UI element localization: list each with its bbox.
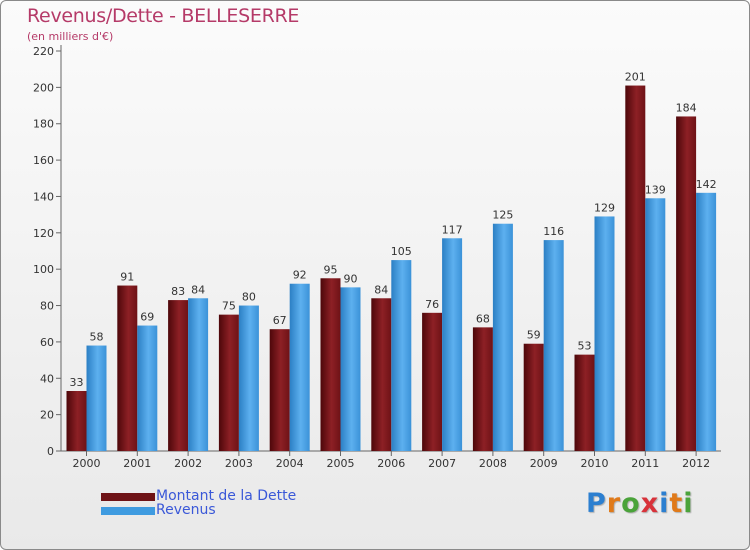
data-label-dette-2011: 201 <box>625 71 646 84</box>
data-label-dette-2009: 59 <box>527 329 541 342</box>
chart-subtitle: (en milliers d'€) <box>27 30 114 43</box>
data-label-revenus-2005: 90 <box>344 272 358 285</box>
x-tick-label: 2012 <box>682 457 710 470</box>
legend-label-debt: Montant de la Dette <box>156 488 297 504</box>
bar-dette-2007 <box>422 312 443 451</box>
y-tick-label: 100 <box>33 263 54 276</box>
x-tick-label: 2010 <box>581 457 609 470</box>
bar-revenus-2012 <box>696 192 717 451</box>
x-tick-label: 2007 <box>428 457 456 470</box>
x-tick-label: 2011 <box>631 457 659 470</box>
bar-dette-2012 <box>676 116 697 452</box>
y-tick-label: 200 <box>33 81 54 94</box>
bar-dette-2006 <box>371 298 392 451</box>
data-label-dette-2003: 75 <box>222 300 236 313</box>
y-tick-label: 180 <box>33 118 54 131</box>
x-tick-label: 2000 <box>73 457 101 470</box>
y-tick-label: 140 <box>33 190 54 203</box>
bar-revenus-2008 <box>492 223 513 451</box>
data-label-dette-2012: 184 <box>676 101 697 114</box>
bar-revenus-2006 <box>391 260 412 451</box>
data-label-revenus-2008: 125 <box>492 209 513 222</box>
data-label-dette-2000: 33 <box>70 376 84 389</box>
chart-title: Revenus/Dette - BELLESERRE <box>27 5 300 27</box>
bar-dette-2010 <box>574 354 595 451</box>
y-tick-label: 60 <box>40 336 54 349</box>
logo-letter: x <box>640 488 660 519</box>
data-label-dette-2007: 76 <box>425 298 439 311</box>
legend-swatch-debt <box>101 493 155 501</box>
bar-dette-2004 <box>269 329 290 451</box>
logo-letter: r <box>606 488 622 519</box>
y-tick-label: 120 <box>33 227 54 240</box>
bar-dette-2000 <box>66 391 87 451</box>
bar-dette-2005 <box>320 278 341 451</box>
bar-dette-2002 <box>168 300 189 451</box>
x-tick-label: 2005 <box>327 457 355 470</box>
bar-dette-2009 <box>523 343 544 451</box>
bar-dette-2001 <box>117 285 138 451</box>
bar-dette-2008 <box>472 327 493 451</box>
bar-revenus-2007 <box>442 238 463 451</box>
y-tick-label: 20 <box>40 409 54 422</box>
data-label-revenus-2007: 117 <box>442 223 463 236</box>
x-tick-label: 2003 <box>225 457 253 470</box>
bar-dette-2003 <box>218 314 239 451</box>
data-label-revenus-2000: 58 <box>90 331 104 344</box>
data-label-dette-2001: 91 <box>120 271 134 284</box>
data-label-revenus-2004: 92 <box>293 269 307 282</box>
logo-letter: o <box>621 488 641 519</box>
data-label-dette-2004: 67 <box>273 314 287 327</box>
y-tick-label: 40 <box>40 372 54 385</box>
data-label-dette-2002: 83 <box>171 285 185 298</box>
data-label-revenus-2002: 84 <box>191 283 205 296</box>
bar-revenus-2003 <box>238 305 259 451</box>
proxiti-logo: Proxiti <box>586 488 694 519</box>
x-tick-label: 2009 <box>530 457 558 470</box>
legend-label-revenus: Revenus <box>156 502 216 518</box>
data-label-revenus-2001: 69 <box>140 311 154 324</box>
y-tick-label: 0 <box>47 445 54 458</box>
logo-letter: i <box>659 488 670 519</box>
bar-revenus-2005 <box>340 287 361 451</box>
bar-revenus-2001 <box>137 325 158 451</box>
data-label-dette-2010: 53 <box>578 340 592 353</box>
bar-revenus-2010 <box>594 216 615 451</box>
data-label-revenus-2011: 139 <box>645 183 666 196</box>
bar-revenus-2009 <box>543 240 564 451</box>
data-label-dette-2006: 84 <box>374 283 388 296</box>
data-label-revenus-2003: 80 <box>242 291 256 304</box>
bar-revenus-2000 <box>86 345 107 451</box>
logo-letter: t <box>669 488 684 519</box>
data-label-revenus-2010: 129 <box>594 201 615 214</box>
bar-revenus-2004 <box>289 283 310 451</box>
data-label-dette-2005: 95 <box>324 263 338 276</box>
logo-letter: P <box>586 488 607 519</box>
bar-revenus-2002 <box>188 298 209 451</box>
bar-revenus-2011 <box>645 198 666 451</box>
data-label-revenus-2006: 105 <box>391 245 412 258</box>
x-tick-label: 2002 <box>174 457 202 470</box>
x-tick-label: 2008 <box>479 457 507 470</box>
data-label-dette-2008: 68 <box>476 312 490 325</box>
y-tick-label: 220 <box>33 45 54 58</box>
legend-swatch-revenus <box>101 507 155 515</box>
x-tick-label: 2006 <box>377 457 405 470</box>
bar-dette-2011 <box>625 85 646 451</box>
logo-letter: i <box>683 488 694 519</box>
x-tick-label: 2004 <box>276 457 304 470</box>
data-label-revenus-2009: 116 <box>543 225 564 238</box>
x-tick-label: 2001 <box>123 457 151 470</box>
y-tick-label: 80 <box>40 300 54 313</box>
data-label-revenus-2012: 142 <box>696 178 717 191</box>
y-tick-label: 160 <box>33 154 54 167</box>
